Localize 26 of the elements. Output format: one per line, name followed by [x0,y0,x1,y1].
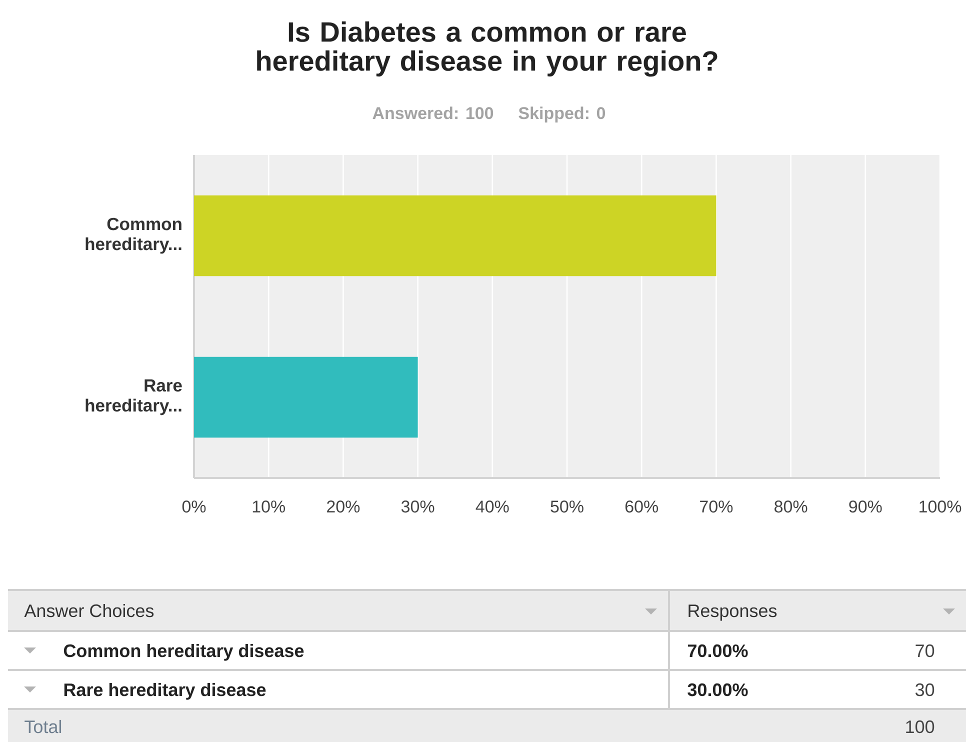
y-tick-label: Rare hereditary... [86,379,182,416]
x-tick-label: 20% [327,500,360,513]
text: 100 [906,720,934,734]
chart-subtitle: Answered: 100 [372,106,494,120]
text: Common hereditary disease [64,644,304,661]
x-tick-label: 30% [401,500,434,513]
text: Total [24,720,62,734]
x-tick-label: 80% [774,500,808,513]
text: Skipped: 0 [518,106,606,123]
text: 70.00% [688,644,748,658]
x-tick-label: 70% [700,500,733,513]
x-tick-label: 50% [550,500,584,513]
text: Responses [688,604,777,621]
text: Rare hereditary disease [64,682,266,700]
x-tick-label: 0% [182,500,206,513]
x-tick-label: 100% [920,500,962,513]
x-tick-label: 40% [476,500,509,513]
text: 70 [916,644,934,658]
text: Answer Choices [24,604,154,618]
x-tick-label: 60% [625,500,658,513]
x-tick-label: 10% [252,500,285,513]
y-tick-label: Common hereditary... [86,218,182,254]
chart-title: Is Diabetes a common or rare hereditary disease in your region? [257,21,718,77]
text: 30 [915,683,934,696]
x-tick-label: 90% [849,500,882,513]
text: 30.00% [688,683,748,696]
